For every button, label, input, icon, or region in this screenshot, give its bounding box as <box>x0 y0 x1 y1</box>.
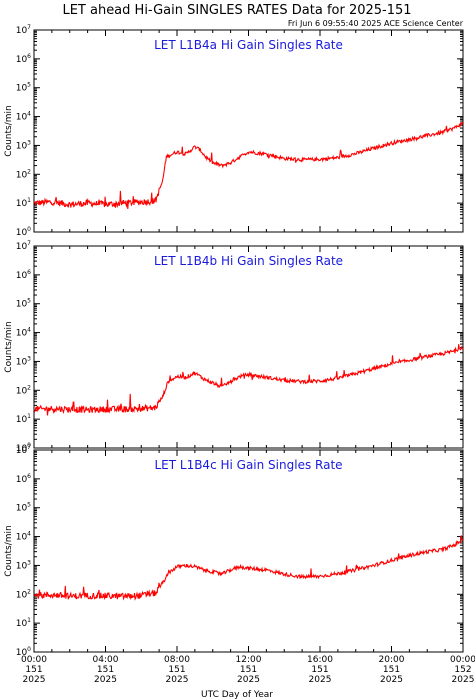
y-tick-label: 105 <box>16 82 31 94</box>
y-tick-label: 105 <box>16 502 31 514</box>
series-line <box>33 121 464 210</box>
x-tick-label: 2025 <box>23 675 46 685</box>
y-tick-label: 101 <box>16 413 31 425</box>
x-tick-label: 12:00 <box>236 655 262 665</box>
y-axis-label: Counts/min <box>4 321 14 372</box>
panel-title: LET L1B4a Hi Gain Singles Rate <box>154 38 343 52</box>
plot-frame <box>33 449 464 653</box>
y-tick-label: 101 <box>16 617 31 629</box>
y-tick-label: 104 <box>16 111 31 123</box>
x-tick-label: 20:00 <box>379 655 405 665</box>
y-tick-label: 107 <box>16 24 31 36</box>
x-tick-label: 00:00 <box>21 655 47 665</box>
x-tick-label: 2025 <box>94 675 117 685</box>
x-tick-label: 2025 <box>309 675 332 685</box>
x-tick-label: 151 <box>383 665 400 675</box>
x-tick-label: 08:00 <box>164 655 190 665</box>
y-tick-label: 102 <box>16 168 31 180</box>
y-tick-label: 104 <box>16 327 31 339</box>
x-tick-label: 2025 <box>452 675 475 685</box>
x-tick-label: 152 <box>454 665 471 675</box>
plot-frame <box>33 245 464 449</box>
y-tick-label: 107 <box>16 240 31 252</box>
y-tick-label: 102 <box>16 384 31 396</box>
timestamp: Fri Jun 6 09:55:40 2025 ACE Science Cent… <box>288 19 464 28</box>
y-tick-label: 105 <box>16 298 31 310</box>
y-tick-label: 103 <box>16 139 31 151</box>
series-line <box>33 535 464 601</box>
x-tick-label: 151 <box>168 665 185 675</box>
y-tick-label: 107 <box>16 444 31 456</box>
y-axis-label: Counts/min <box>4 105 14 156</box>
x-axis-label: UTC Day of Year <box>201 690 273 700</box>
y-tick-label: 106 <box>16 53 31 65</box>
x-tick-label: 151 <box>25 665 42 675</box>
y-tick-label: 103 <box>16 559 31 571</box>
x-tick-label: 151 <box>240 665 257 675</box>
y-tick-label: 100 <box>16 226 31 238</box>
x-tick-label: 04:00 <box>93 655 119 665</box>
x-tick-label: 151 <box>311 665 328 675</box>
panel-title: LET L1B4b Hi Gain Singles Rate <box>154 254 343 268</box>
y-tick-label: 106 <box>16 269 31 281</box>
x-tick-label: 16:00 <box>307 655 333 665</box>
x-tick-label: 2025 <box>380 675 403 685</box>
panel-1: 100 101 102 103 104 105 106 107 Counts/min LET L1… <box>4 24 464 238</box>
x-tick-label: 2025 <box>166 675 189 685</box>
y-tick-label: 104 <box>16 531 31 543</box>
y-tick-label: 102 <box>16 588 31 600</box>
y-tick-label: 103 <box>16 355 31 367</box>
x-tick-label: 151 <box>97 665 114 675</box>
y-axis-label: Counts/min <box>4 525 14 576</box>
x-tick-label: 2025 <box>237 675 260 685</box>
panel-title: LET L1B4c Hi Gain Singles Rate <box>154 458 342 472</box>
x-tick-label: 00:00 <box>450 655 475 665</box>
series-line <box>33 344 464 416</box>
y-tick-label: 106 <box>16 473 31 485</box>
chart-title: LET ahead Hi-Gain SINGLES RATES Data for… <box>62 3 411 18</box>
y-tick-label: 101 <box>16 197 31 209</box>
